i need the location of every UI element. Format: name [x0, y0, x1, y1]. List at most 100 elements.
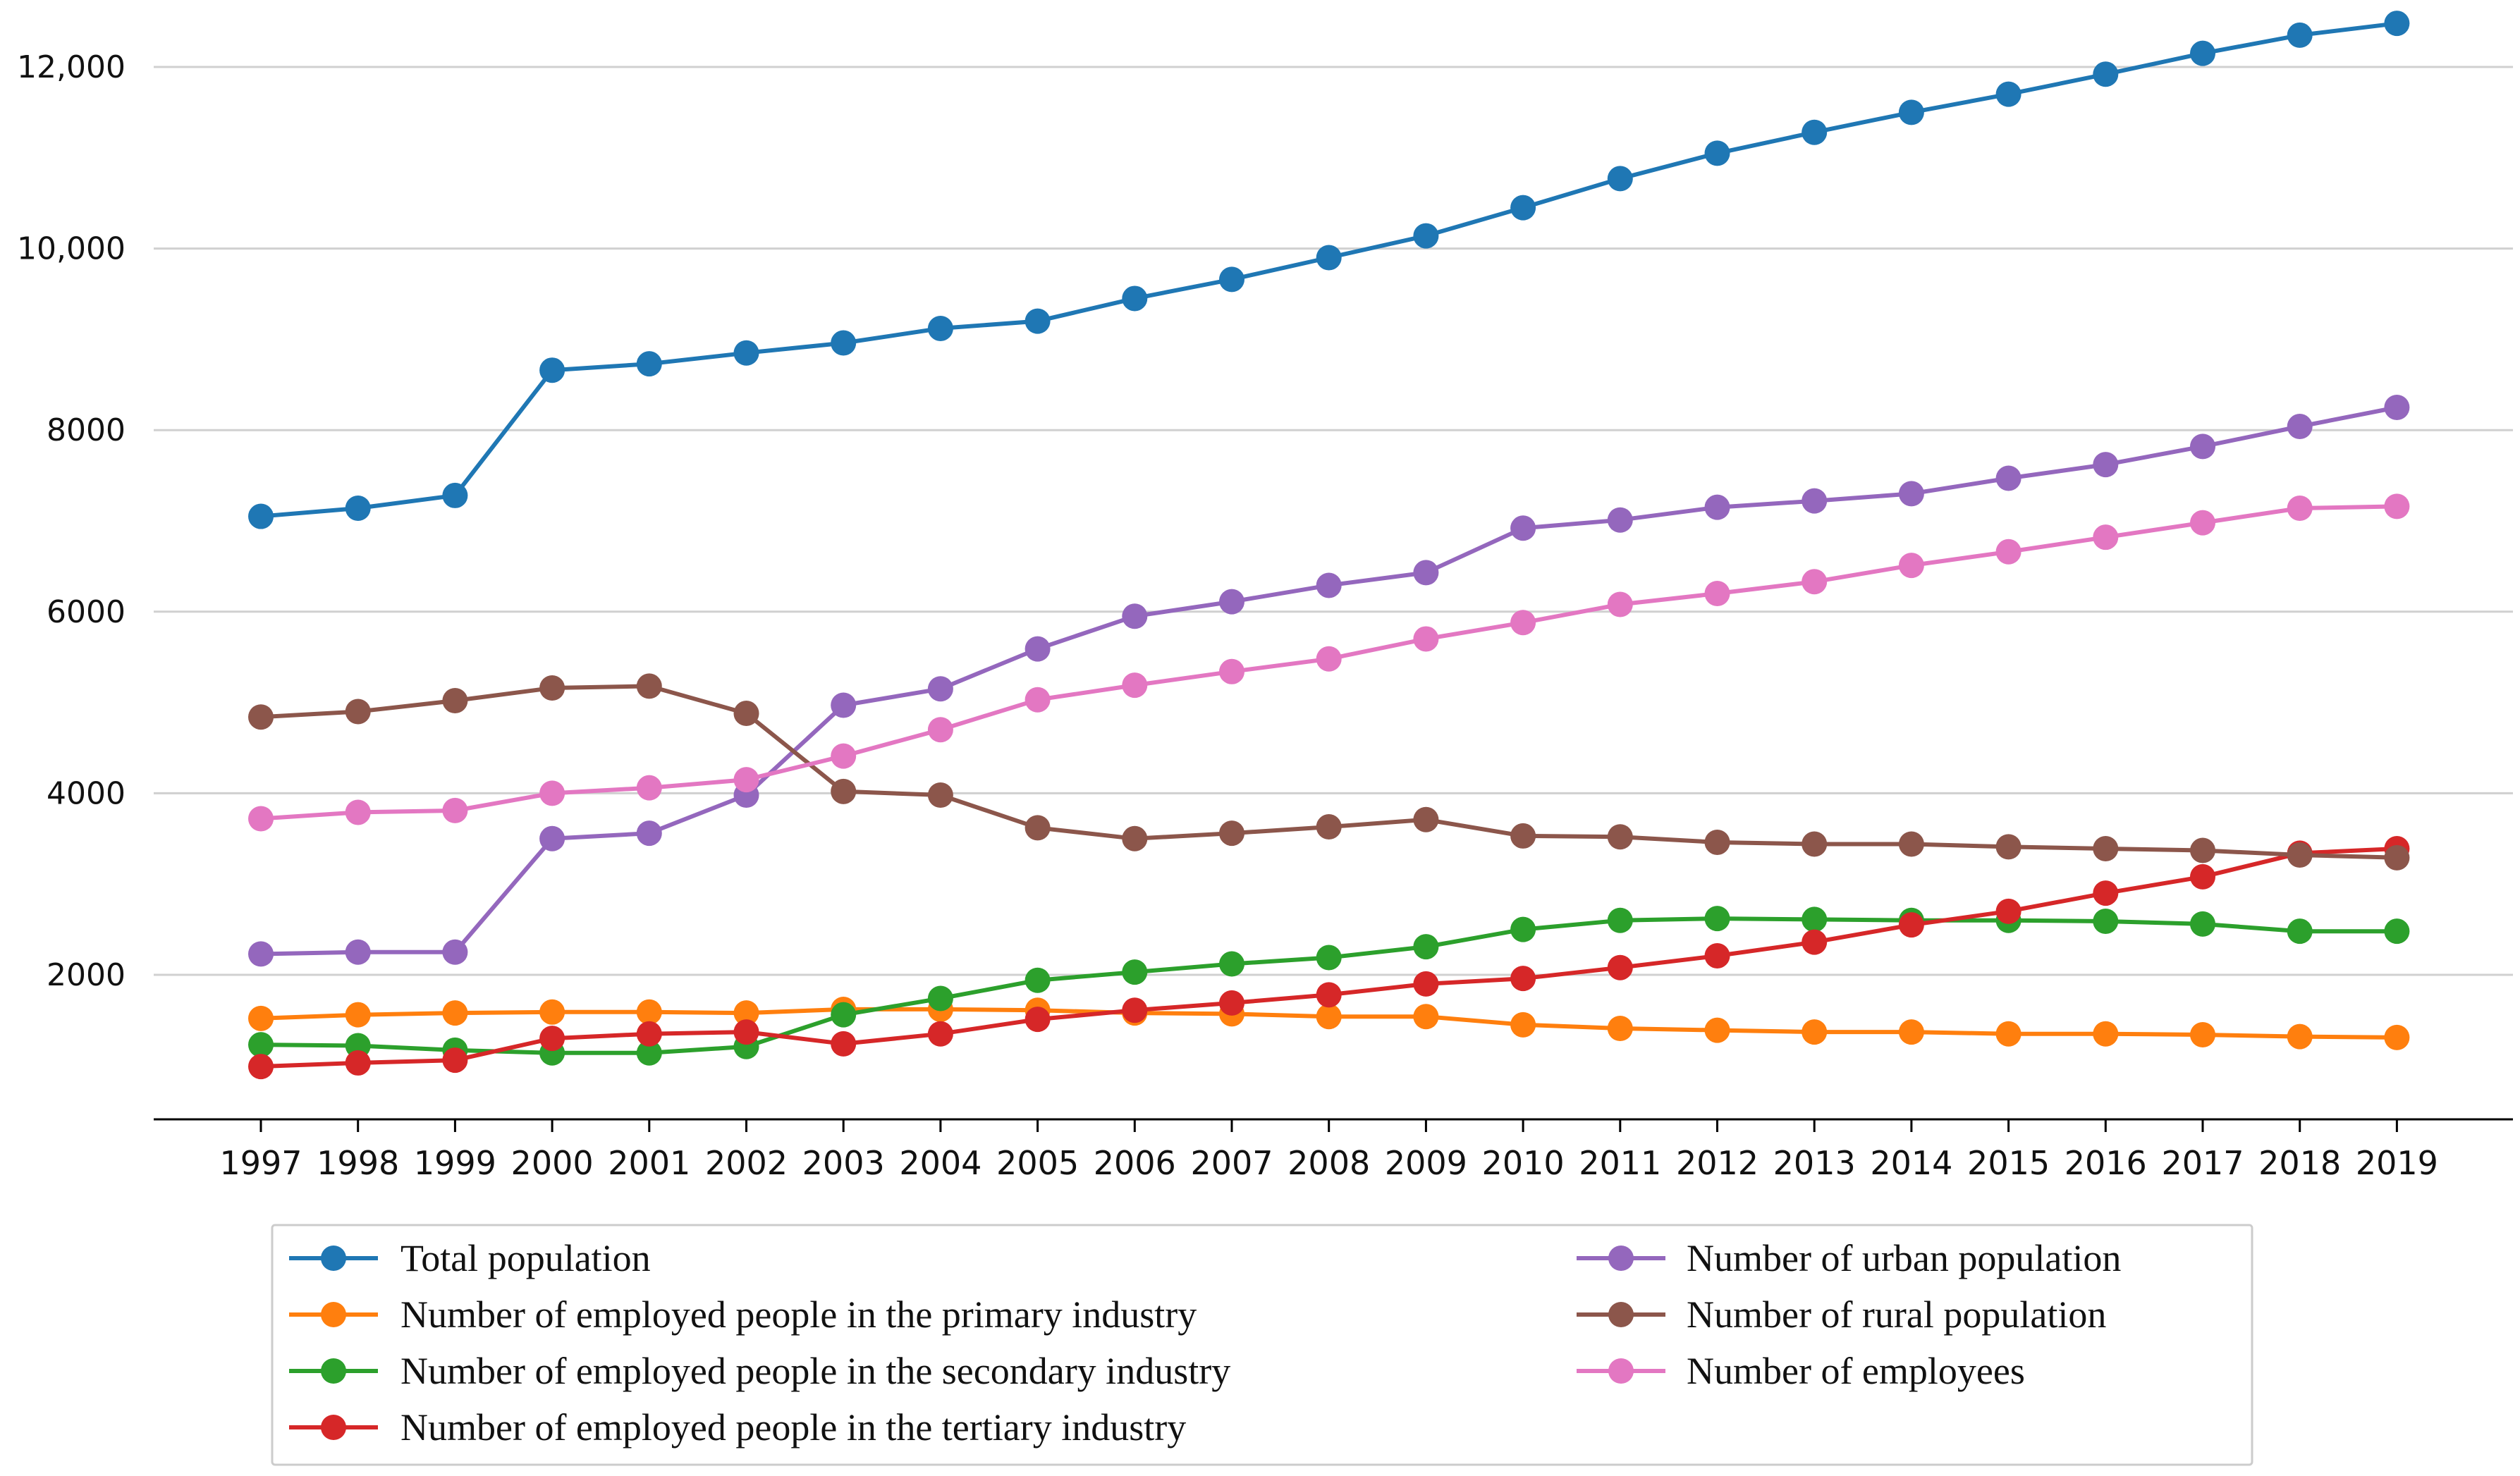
- x-tick-label: 2019: [2356, 1144, 2438, 1182]
- data-point: [539, 780, 565, 806]
- data-point: [539, 1026, 565, 1052]
- data-point: [2093, 880, 2119, 906]
- data-point: [2093, 452, 2119, 478]
- data-point: [1510, 823, 1536, 849]
- data-point: [1802, 119, 1828, 145]
- x-tick-label: 2009: [1385, 1144, 1467, 1182]
- data-point: [248, 1054, 274, 1080]
- data-point: [248, 1032, 274, 1058]
- x-tick-label: 2012: [1676, 1144, 1759, 1182]
- data-point: [1122, 285, 1148, 312]
- data-point: [1607, 824, 1633, 850]
- data-point: [1219, 589, 1244, 615]
- data-point: [733, 340, 759, 366]
- x-tick-label: 2015: [1967, 1144, 2050, 1182]
- x-tick-label: 2001: [608, 1144, 690, 1182]
- x-tick-label: 2003: [802, 1144, 885, 1182]
- legend-frame: [271, 1224, 2253, 1466]
- data-point: [1219, 266, 1244, 293]
- legend-label: Total population: [400, 1237, 651, 1279]
- data-point: [345, 1002, 371, 1028]
- data-point: [248, 806, 274, 832]
- x-tick-label: 1997: [219, 1144, 302, 1182]
- legend-swatch-marker: [321, 1358, 346, 1384]
- x-tick-label: 2018: [2258, 1144, 2341, 1182]
- x-tick-label: 2000: [511, 1144, 594, 1182]
- data-point: [831, 330, 857, 356]
- series-total-population: [248, 11, 2410, 529]
- data-point: [2384, 11, 2410, 37]
- data-point: [1122, 997, 1148, 1023]
- data-point: [442, 1000, 468, 1026]
- data-point: [1510, 966, 1536, 992]
- data-point: [1219, 820, 1244, 847]
- legend-label: Number of urban population: [1687, 1237, 2121, 1279]
- data-point: [1704, 581, 1730, 607]
- data-point: [539, 825, 565, 851]
- data-point: [2190, 837, 2215, 863]
- data-point: [1316, 572, 1342, 598]
- legend-label: Number of employed people in the tertiar…: [400, 1406, 1186, 1449]
- legend-item-number-of-employees: Number of employees: [1577, 1350, 2025, 1392]
- data-point: [1802, 831, 1828, 857]
- data-point: [2190, 40, 2215, 66]
- data-point: [2190, 433, 2215, 460]
- data-point: [539, 999, 565, 1025]
- data-point: [2093, 835, 2119, 861]
- data-point: [2190, 1022, 2215, 1048]
- data-point: [1413, 223, 1439, 249]
- series-number-of-employees: [248, 493, 2410, 832]
- data-point: [1024, 967, 1051, 993]
- data-point: [2093, 909, 2119, 935]
- data-point: [927, 782, 953, 808]
- legend-label: Number of employed people in the primary…: [400, 1293, 1197, 1336]
- x-tick-label: 2004: [899, 1144, 981, 1182]
- x-tick-label: 2010: [1482, 1144, 1565, 1182]
- data-point: [1024, 815, 1051, 841]
- data-point: [831, 743, 857, 769]
- data-point: [442, 482, 468, 508]
- data-point: [1607, 507, 1633, 533]
- data-point: [442, 1047, 468, 1074]
- data-point: [1704, 140, 1730, 166]
- data-point: [2190, 510, 2215, 536]
- legend-swatch-marker: [1608, 1358, 1634, 1384]
- legend-item-number-of-employed-people-in-the-primary-industry: Number of employed people in the primary…: [289, 1293, 1197, 1336]
- y-tick-label: 6000: [47, 594, 126, 630]
- data-point: [1219, 951, 1244, 977]
- data-point: [927, 1021, 953, 1047]
- data-point: [1898, 553, 1924, 579]
- data-point: [248, 1005, 274, 1031]
- data-point: [1413, 560, 1439, 586]
- data-point: [2384, 493, 2410, 519]
- data-point: [1122, 672, 1148, 699]
- legend-item-total-population: Total population: [289, 1237, 651, 1279]
- x-tick-label: 1999: [414, 1144, 496, 1182]
- data-point: [831, 1002, 857, 1028]
- legend-item-number-of-urban-population: Number of urban population: [1577, 1237, 2121, 1279]
- data-point: [733, 701, 759, 727]
- data-point: [1995, 1021, 2021, 1047]
- x-tick-label: 2002: [705, 1144, 788, 1182]
- series-number-of-urban-population: [248, 395, 2410, 967]
- data-point: [1024, 308, 1051, 334]
- y-tick-label: 10,000: [17, 231, 126, 267]
- legend-swatch-marker: [321, 1302, 346, 1327]
- data-point: [345, 939, 371, 965]
- legend: Total population Number of employed peopl…: [271, 1224, 2253, 1466]
- data-point: [2384, 395, 2410, 420]
- series-number-of-rural-population: [248, 673, 2410, 871]
- data-point: [831, 778, 857, 804]
- y-axis-ticks: 2000 4000 6000 8000 10,000 12,000: [17, 49, 126, 993]
- x-tick-label: 2006: [1094, 1144, 1176, 1182]
- legend-swatch-marker: [321, 1415, 346, 1440]
- data-point: [733, 767, 759, 793]
- data-point: [1995, 898, 2021, 924]
- data-point: [1316, 1004, 1342, 1030]
- data-point: [345, 799, 371, 825]
- data-point: [539, 357, 565, 383]
- y-tick-label: 2000: [47, 957, 126, 993]
- data-point: [2384, 918, 2410, 945]
- data-point: [1995, 465, 2021, 491]
- x-tick-label: 2013: [1773, 1144, 1856, 1182]
